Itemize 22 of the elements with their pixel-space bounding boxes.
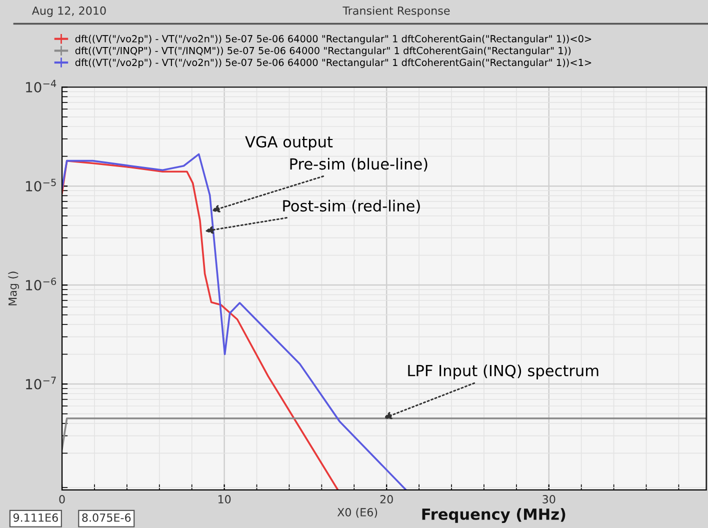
chart-title: Transient Response (342, 6, 450, 17)
y-axis-title: Mag () (8, 272, 19, 306)
text: X0 (E6) (337, 508, 378, 518)
x-axis-title: Frequency (MHz) (422, 508, 566, 523)
annotation: VGA output (245, 136, 333, 151)
annotation: Pre-sim (blue-line) (290, 158, 428, 172)
legend-label: dft((VT("/vo2p") - VT("/vo2n")) 5e-07 5e-06 64000 "Rectangular" 1 dftCoherentGain("Rectangular" 1))<0> (75, 34, 592, 44)
y-tick-label: 10$^{−5}$ (26, 178, 56, 192)
legend-label: dft((VT("/vo2p") - VT("/vo2n")) 5e-07 5e-06 64000 "Rectangular" 1 dftCoherentGain("Rectangular" 1))<1> (75, 58, 592, 68)
y-tick-label: 10$^{−4}$ (26, 80, 56, 92)
legend-label: dft((VT("/INQP") - VT("/INQM")) 5e-07 5e-06 64000 "Rectangular" 1 dftCoherentGain("Rectangular" 1)) (75, 46, 571, 56)
x-tick-label: 10 (218, 495, 231, 504)
text: 8.075E-6 (82, 513, 131, 522)
annotation: Post-sim (red-line) (283, 200, 420, 214)
x-tick-label: 20 (380, 495, 393, 504)
chart-subtitle: Aug 12, 2010 (32, 6, 106, 17)
text: 9.111E6 (13, 513, 58, 522)
annotation: LPF Input (INQ) spectrum (408, 364, 598, 380)
x-tick-label: 30 (542, 495, 556, 504)
y-tick-label: 10$^{−7}$ (26, 376, 56, 390)
y-tick-label: 10$^{−6}$ (26, 278, 56, 290)
x-tick-label: 0 (59, 495, 65, 504)
